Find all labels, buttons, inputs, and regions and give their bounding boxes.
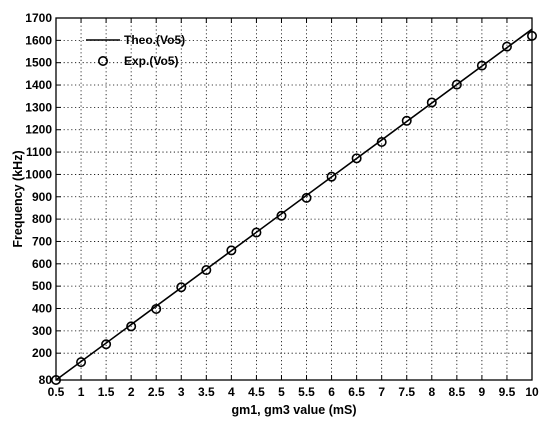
y-tick-label: 800 — [32, 212, 52, 226]
x-tick-label: 5.5 — [298, 385, 315, 399]
series-line-theo — [55, 28, 533, 381]
y-tick-label: 80 — [39, 373, 53, 387]
x-tick-label: 4.5 — [248, 385, 265, 399]
y-tick-label: 1600 — [25, 33, 52, 47]
legend-label-theo: Theo.(Vo5) — [124, 33, 185, 47]
y-tick-label: 700 — [32, 234, 52, 248]
y-tick-label: 1500 — [25, 56, 52, 70]
x-tick-label: 2 — [128, 385, 135, 399]
y-tick-label: 1200 — [25, 123, 52, 137]
legend-label-exp: Exp.(Vo5) — [124, 54, 178, 68]
x-tick-label: 4 — [228, 385, 235, 399]
x-tick-label: 7.5 — [398, 385, 415, 399]
data-point-exp — [351, 153, 362, 164]
legend-marker-swatch — [98, 55, 109, 66]
x-tick-label: 1.5 — [98, 385, 115, 399]
series-layer — [50, 28, 537, 385]
y-tick-label: 1000 — [25, 167, 52, 181]
x-tick-label: 1 — [78, 385, 85, 399]
x-tick-label: 0.5 — [48, 385, 65, 399]
data-point-exp — [401, 115, 412, 126]
plot-frame — [55, 17, 533, 381]
x-axis-title: gm1, gm3 value (mS) — [231, 403, 356, 417]
x-tick-label: 8 — [428, 385, 435, 399]
x-tick-label: 2.5 — [148, 385, 165, 399]
y-tick-label: 1300 — [25, 100, 52, 114]
x-tick-label: 5 — [278, 385, 285, 399]
y-tick-label: 1700 — [25, 11, 52, 25]
data-point-exp — [251, 227, 262, 238]
y-tick-label: 400 — [32, 301, 52, 315]
data-point-exp — [76, 357, 87, 368]
y-tick-label: 300 — [32, 324, 52, 338]
x-tick-label: 6 — [328, 385, 335, 399]
y-tick-label: 1100 — [26, 145, 52, 159]
y-tick-label: 600 — [32, 257, 52, 271]
x-tick-label: 9.5 — [499, 385, 516, 399]
x-tick-label: 6.5 — [348, 385, 365, 399]
y-tick-label: 500 — [32, 279, 52, 293]
data-point-exp — [126, 321, 137, 332]
data-point-exp — [301, 192, 312, 203]
y-tick-label: 1400 — [25, 78, 52, 92]
data-point-exp — [176, 282, 187, 293]
x-tick-label: 10 — [525, 385, 539, 399]
data-point-exp — [476, 60, 487, 71]
x-tick-label: 3.5 — [198, 385, 215, 399]
y-axis-title: Frequency (kHz) — [11, 150, 25, 247]
y-tick-label: 900 — [32, 190, 52, 204]
data-point-exp — [201, 265, 212, 276]
legend: Theo.(Vo5) Exp.(Vo5) — [86, 33, 185, 68]
data-point-exp — [276, 210, 287, 221]
x-tick-label: 8.5 — [448, 385, 465, 399]
data-point-exp — [501, 41, 512, 52]
data-point-exp — [226, 245, 237, 256]
data-point-exp — [426, 97, 437, 108]
data-point-exp — [326, 171, 337, 182]
x-tick-label: 7 — [378, 385, 385, 399]
data-point-exp — [376, 137, 387, 148]
axis-ticks: 0.5 1 1.5 2 2.5 3 3.5 4 4.5 5 5.5 6 6.5 7 7.5 8 8.5 9 9.5 1… — [25, 11, 539, 399]
data-point-exp — [451, 79, 462, 90]
x-tick-label: 3 — [178, 385, 185, 399]
y-tick-label: 200 — [32, 346, 52, 360]
x-tick-label: 9 — [479, 385, 486, 399]
data-point-exp — [101, 339, 112, 350]
data-point-exp — [151, 303, 162, 314]
